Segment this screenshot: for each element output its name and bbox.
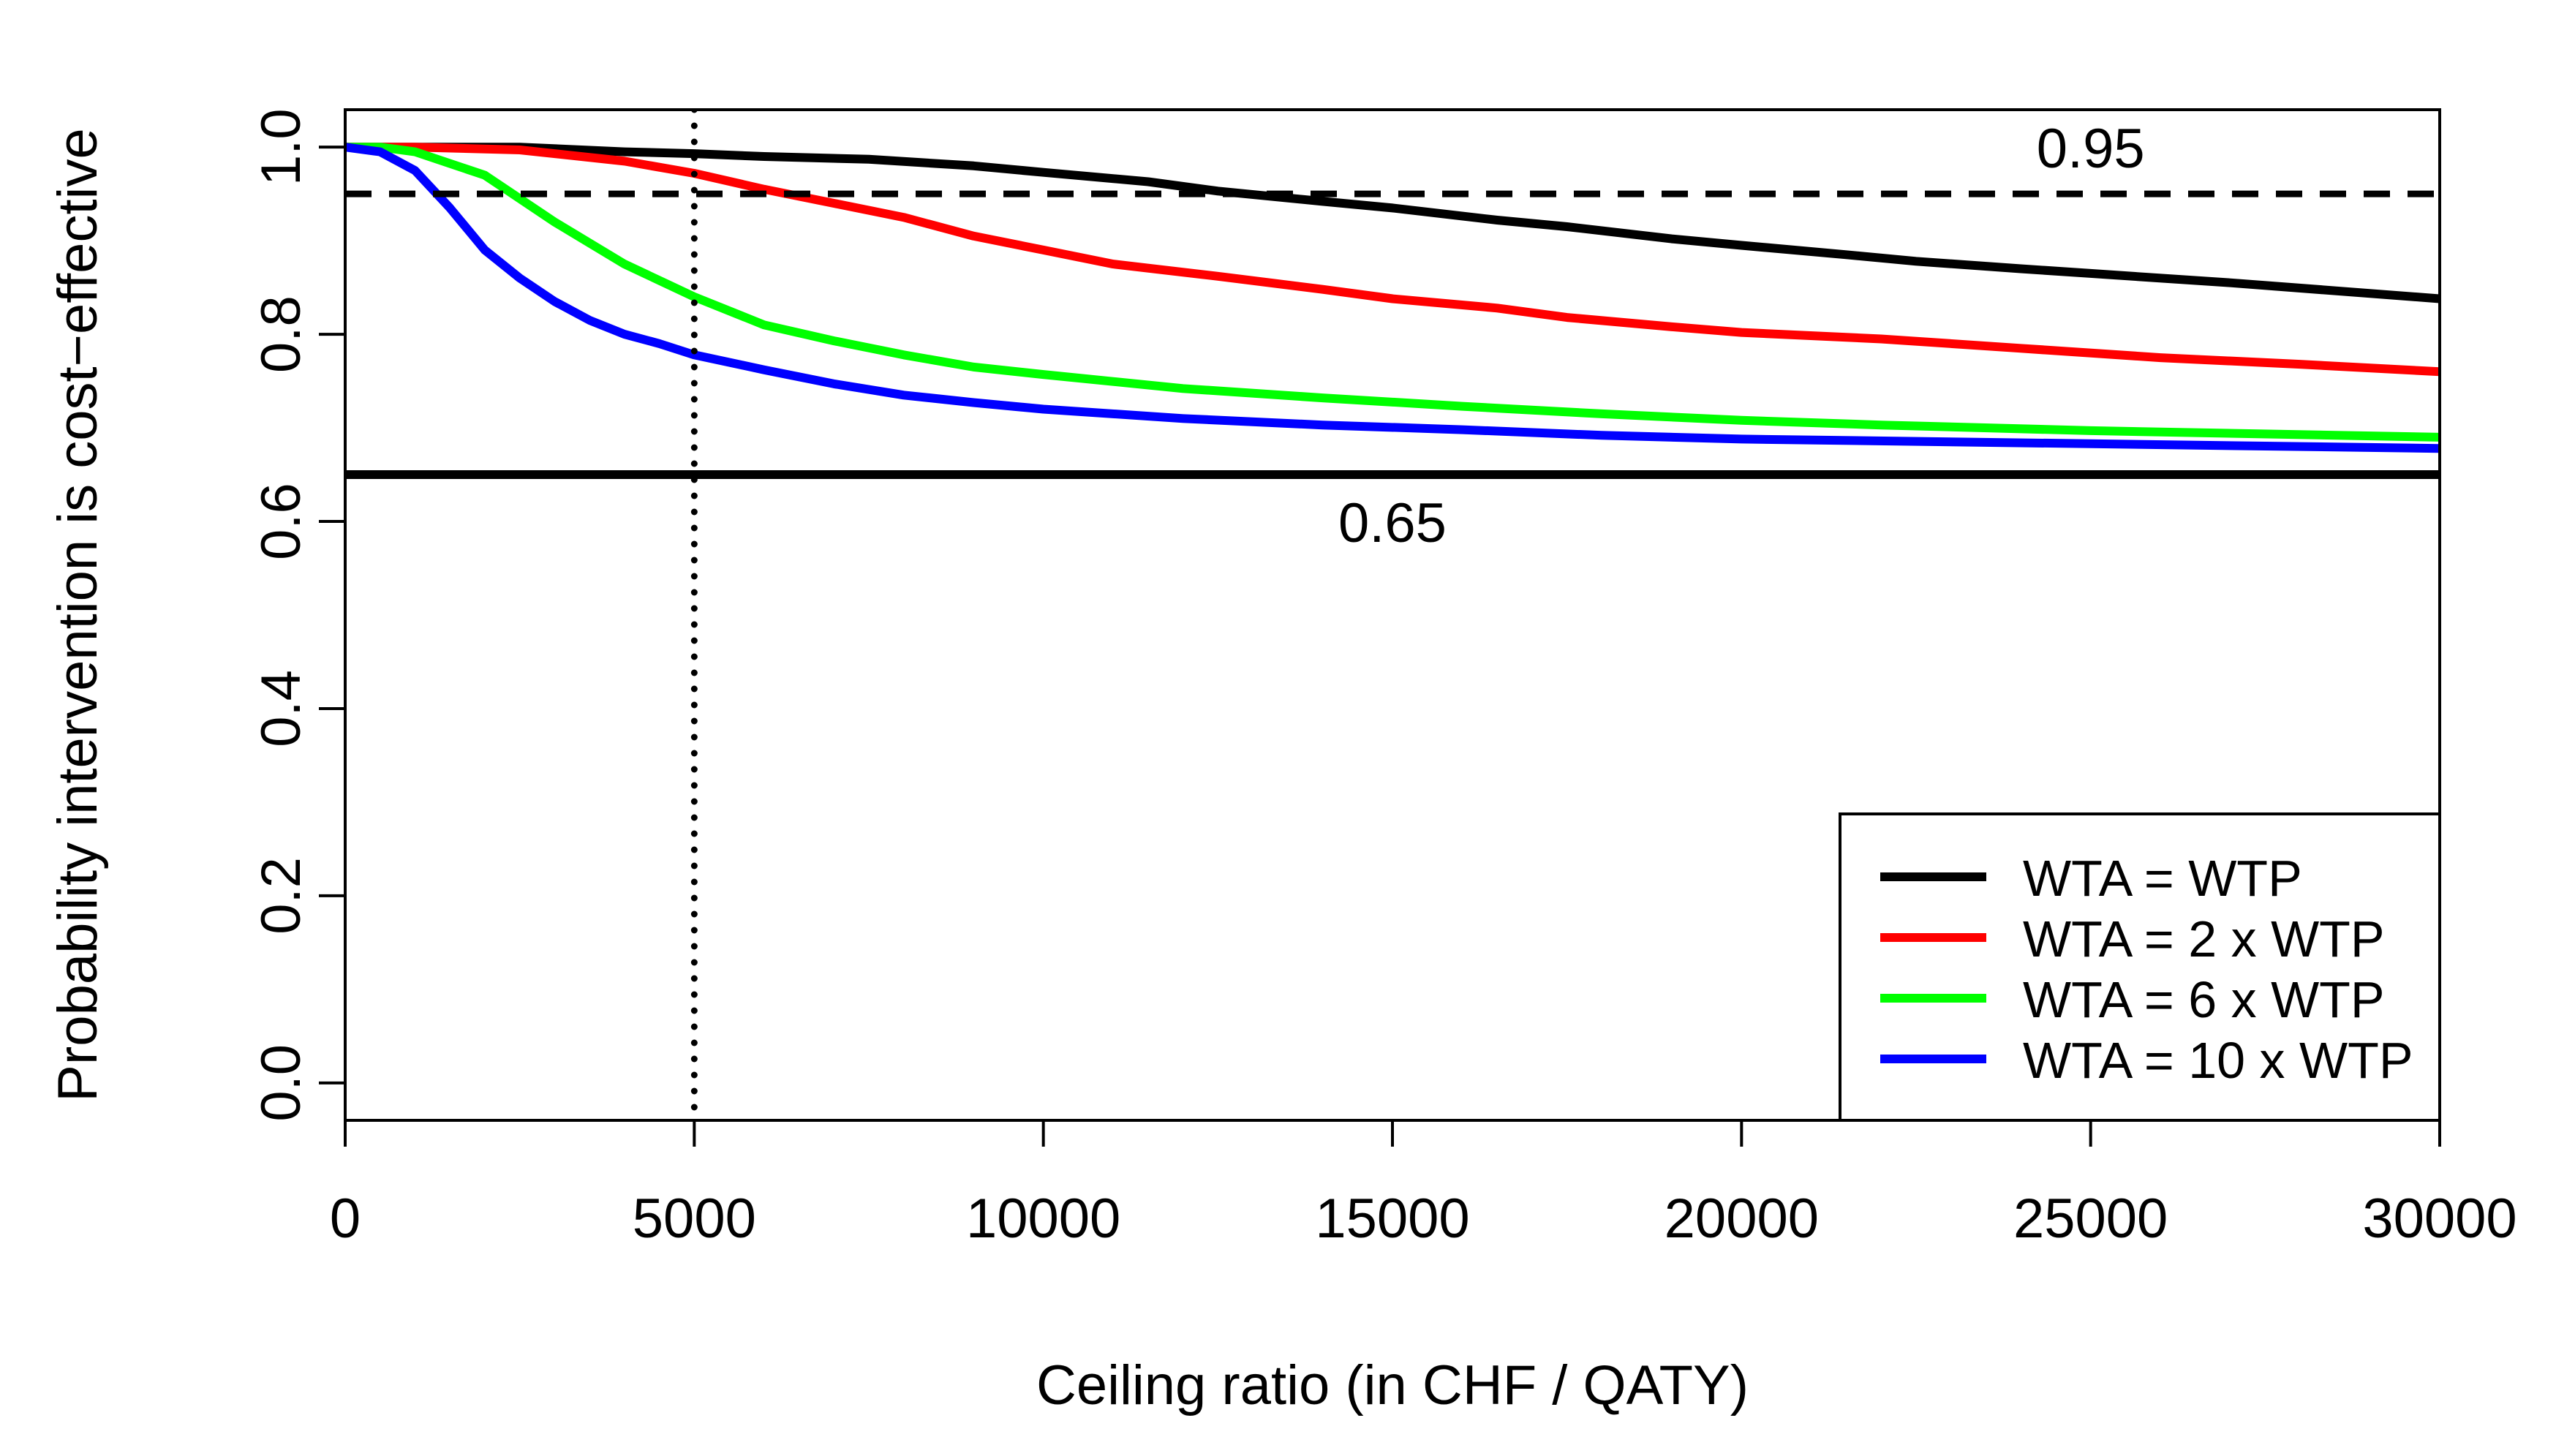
series-line-4 [345, 143, 2440, 453]
legend-label: WTA = 6 x WTP [2023, 971, 2385, 1028]
y-tick-label: 0.0 [250, 1044, 312, 1122]
reference-lines [345, 110, 2440, 1120]
x-tick-label: 10000 [966, 1188, 1120, 1250]
y-tick-label: 1.0 [250, 108, 312, 186]
x-axis-label: Ceiling ratio (in CHF / QATY) [1036, 1354, 1749, 1417]
x-tick-label: 15000 [1315, 1188, 1469, 1250]
y-tick-label: 0.4 [250, 670, 312, 747]
y-axis-label: Probability intervention is cost−effecti… [47, 128, 109, 1101]
series-line-3 [345, 143, 2440, 442]
reference-line-labels: 0.95 0.65 [1338, 118, 2145, 554]
legend-label: WTA = 10 x WTP [2023, 1032, 2413, 1089]
y-tick-label: 0.2 [250, 857, 312, 935]
x-tick-label: 5000 [633, 1188, 756, 1250]
legend-label: WTA = 2 x WTP [2023, 910, 2385, 967]
series-line-1 [345, 143, 2440, 303]
x-axis: 0 5000 10000 15000 20000 25000 30000 [330, 1119, 2517, 1250]
y-tick-label: 0.8 [250, 295, 312, 373]
x-tick-label: 0 [330, 1188, 361, 1250]
reference-line-label: 0.65 [1338, 492, 1447, 554]
reference-line-label: 0.95 [2037, 118, 2145, 180]
y-tick-label: 0.6 [250, 483, 312, 560]
series-line-2 [345, 143, 2440, 377]
legend-label: WTA = WTP [2023, 850, 2302, 907]
y-axis: 0.0 0.2 0.4 0.6 0.8 1.0 [250, 108, 347, 1122]
legend-box [1839, 812, 2441, 1122]
x-tick-label: 25000 [2013, 1188, 2168, 1250]
x-tick-label: 20000 [1665, 1188, 1819, 1250]
x-tick-label: 30000 [2362, 1188, 2517, 1250]
data-layer [345, 143, 2440, 453]
